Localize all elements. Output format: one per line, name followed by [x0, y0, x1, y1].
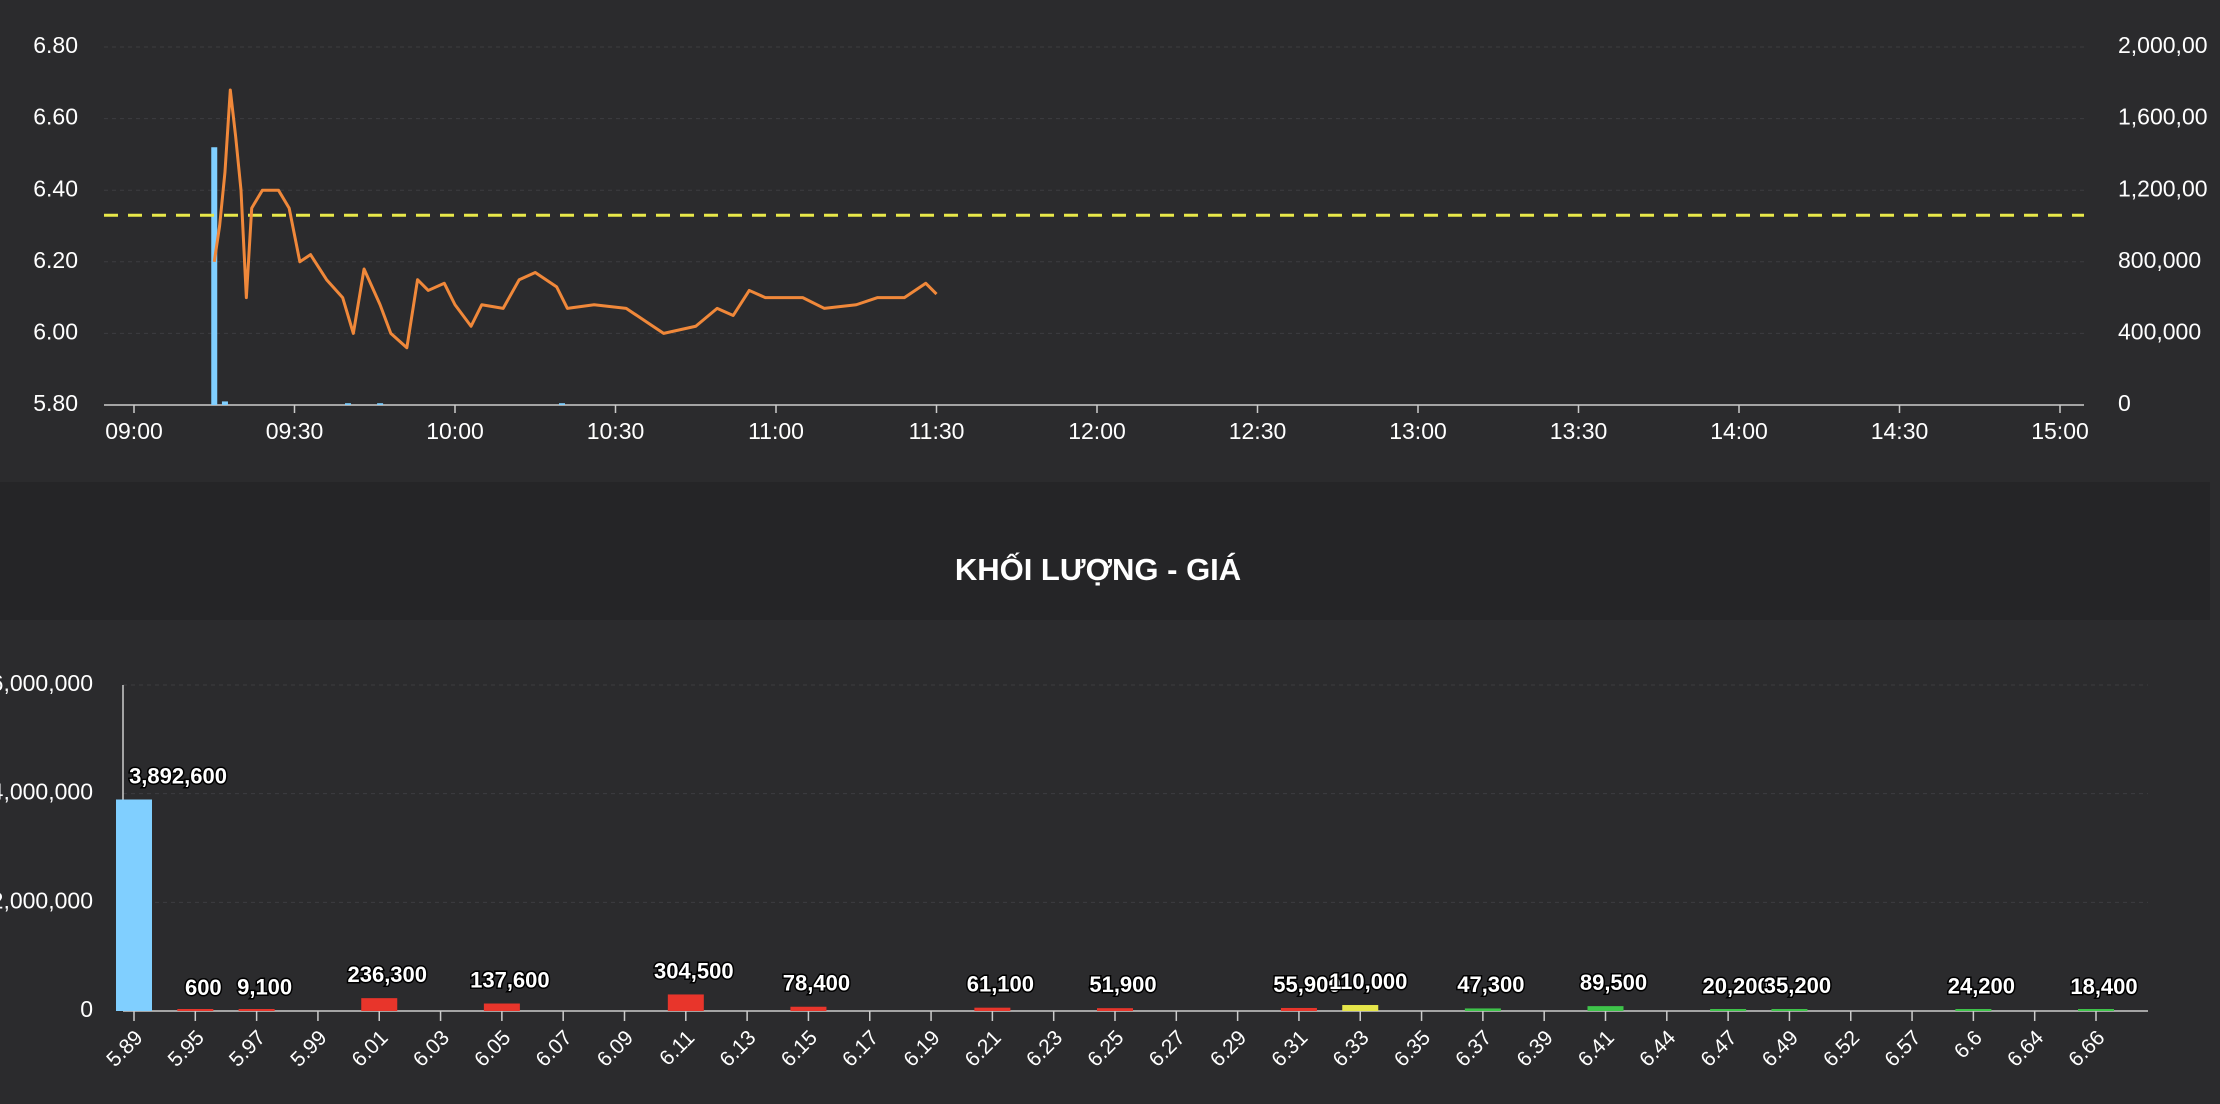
bar	[1097, 1008, 1133, 1011]
data-label: 55,900	[1273, 972, 1340, 997]
bar	[1771, 1009, 1808, 1011]
data-label: 20,200	[1702, 974, 1769, 999]
data-label: 3,892,600	[129, 763, 227, 788]
y2-tick-label: 1,600,00	[2118, 104, 2208, 130]
chart-title: KHỐI LƯỢNG - GIÁ	[955, 551, 1241, 587]
y-tick-label: 6.60	[33, 104, 78, 130]
y-tick-label: 2,000,000	[0, 887, 93, 913]
data-label: 89,500	[1580, 970, 1647, 995]
x-tick-label: 15:00	[2031, 418, 2089, 444]
data-label: 600	[185, 975, 222, 1000]
bar	[790, 1006, 827, 1011]
bar	[1587, 1006, 1624, 1011]
volume-bar	[345, 403, 351, 405]
y2-tick-label: 1,200,00	[2118, 175, 2208, 201]
volume-bar	[211, 147, 218, 406]
bar	[1710, 1009, 1747, 1011]
data-label: 137,600	[470, 967, 550, 992]
price-line	[212, 88, 938, 350]
bar	[1280, 1007, 1317, 1011]
x-tick-label: 10:00	[426, 418, 484, 444]
x-tick-label: 11:30	[909, 418, 965, 444]
title-band	[0, 482, 2210, 620]
bar	[177, 1009, 214, 1011]
y-tick-label: 6.20	[33, 247, 78, 273]
top-panel	[0, 0, 2220, 482]
volume-bar	[377, 403, 384, 405]
y-tick-label: 6,000,000	[0, 670, 93, 696]
x-tick-label: 09:00	[105, 418, 163, 444]
x-tick-label: 13:30	[1550, 418, 1608, 444]
data-label: 35,200	[1764, 973, 1831, 998]
data-label: 61,100	[967, 971, 1034, 996]
data-label: 51,900	[1089, 972, 1156, 997]
y2-tick-label: 400,000	[2118, 318, 2201, 344]
y-tick-label: 5.80	[33, 390, 78, 416]
y2-tick-label: 0	[2118, 390, 2131, 416]
data-label: 236,300	[347, 962, 427, 987]
bar	[667, 994, 704, 1011]
x-tick-label: 12:00	[1068, 418, 1126, 444]
bar	[1464, 1008, 1501, 1011]
data-label: 24,200	[1948, 973, 2015, 998]
x-tick-label: 14:30	[1871, 418, 1929, 444]
y-tick-label: 6.80	[33, 32, 78, 58]
bar	[1342, 1005, 1379, 1011]
bar	[116, 799, 152, 1011]
x-tick-label: 12:30	[1229, 418, 1287, 444]
y-tick-label: 6.00	[33, 318, 78, 344]
data-label: 18,400	[2070, 974, 2137, 999]
x-tick-label: 14:00	[1710, 418, 1768, 444]
y-tick-label: 0	[80, 996, 93, 1022]
bar	[483, 1003, 520, 1011]
bar	[974, 1007, 1011, 1011]
y2-tick-label: 2,000,00	[2118, 32, 2208, 58]
x-tick-label: 13:00	[1389, 418, 1447, 444]
bar	[361, 998, 398, 1011]
x-tick-label: 10:30	[587, 418, 645, 444]
bar	[238, 1009, 275, 1011]
y2-tick-label: 800,000	[2118, 247, 2201, 273]
bar	[2078, 1009, 2114, 1011]
y-tick-label: 4,000,000	[0, 779, 93, 805]
data-label: 304,500	[654, 958, 734, 983]
data-label: 47,300	[1457, 972, 1524, 997]
bar	[1955, 1009, 1992, 1011]
x-tick-label: 09:30	[266, 418, 324, 444]
x-tick-label: 11:00	[748, 418, 804, 444]
volume-bar	[559, 403, 565, 405]
data-label: 9,100	[237, 974, 292, 999]
data-label: 78,400	[783, 971, 850, 996]
y-tick-label: 6.40	[33, 175, 78, 201]
bottom-panel	[0, 620, 2210, 1104]
data-label: 110,000	[1329, 969, 1407, 994]
volume-bar	[221, 401, 228, 405]
